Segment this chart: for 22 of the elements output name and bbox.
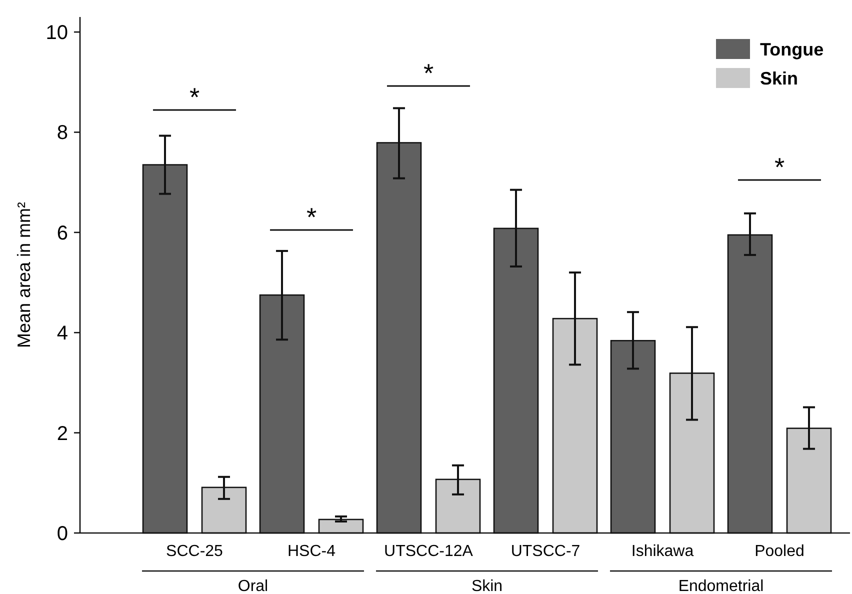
x-tick-label: UTSCC-12A bbox=[384, 543, 474, 560]
y-tick-label: 6 bbox=[56, 222, 68, 244]
x-tick-label: Pooled bbox=[754, 543, 804, 560]
x-tick-label: Ishikawa bbox=[631, 543, 694, 560]
y-tick-label: 4 bbox=[56, 322, 68, 345]
annotation: * bbox=[423, 58, 434, 88]
y-tick-label: 8 bbox=[56, 122, 68, 144]
y-axis-title: Mean area in mm² bbox=[14, 202, 34, 348]
y-tick-label: 10 bbox=[46, 22, 68, 44]
y-tick-label: 2 bbox=[56, 422, 68, 445]
legend-label: Skin bbox=[760, 68, 798, 88]
legend-label: Tongue bbox=[760, 39, 824, 60]
text: Skin bbox=[471, 578, 503, 594]
x-tick-label: HSC-4 bbox=[287, 543, 336, 560]
annotation: * bbox=[774, 152, 785, 182]
annotation: * bbox=[306, 202, 317, 232]
x-tick-label: UTSCC-7 bbox=[510, 543, 580, 560]
text: Oral bbox=[238, 578, 268, 594]
annotation: * bbox=[189, 82, 200, 112]
y-tick-label: 0 bbox=[56, 523, 68, 545]
text: Endometrial bbox=[678, 578, 764, 594]
x-tick-label: SCC-25 bbox=[166, 543, 224, 560]
